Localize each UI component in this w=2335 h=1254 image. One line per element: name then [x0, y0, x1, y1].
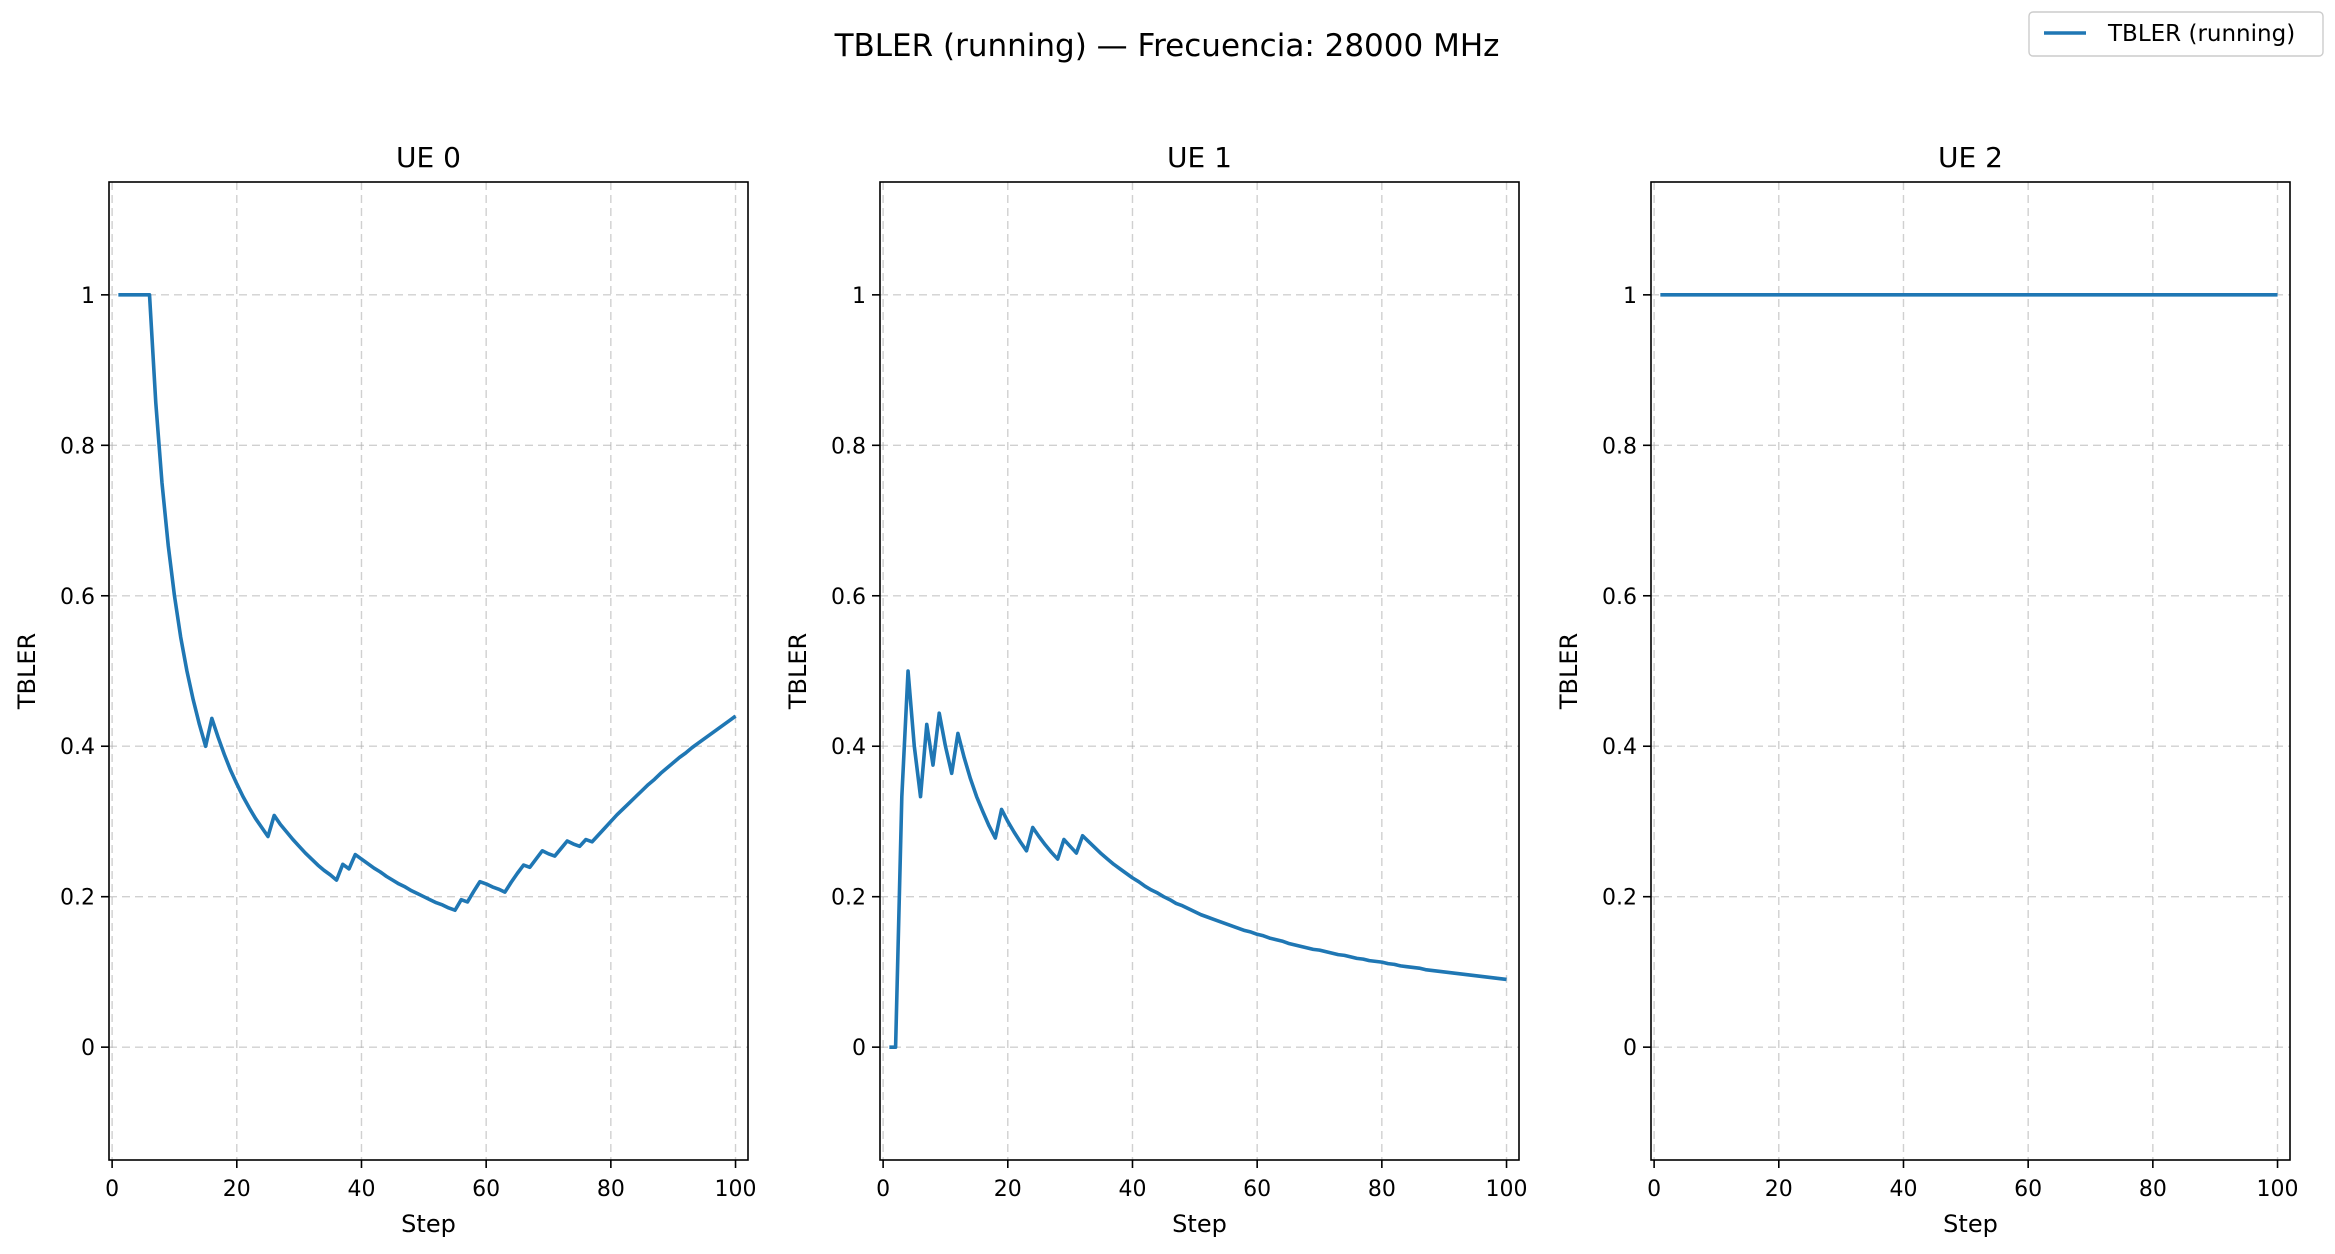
x-axis-label: Step — [1943, 1210, 1998, 1238]
x-tick-label: 0 — [1647, 1177, 1661, 1202]
x-axis-label: Step — [1172, 1210, 1227, 1238]
y-tick-label: 0 — [81, 1036, 95, 1061]
x-tick-label: 40 — [347, 1177, 375, 1202]
y-tick-label: 0.4 — [60, 735, 95, 760]
y-axis-label: TBLER — [13, 633, 41, 710]
x-tick-label: 80 — [2139, 1177, 2167, 1202]
x-tick-label: 20 — [223, 1177, 251, 1202]
y-axis-label: TBLER — [784, 633, 812, 710]
figure-title: TBLER (running) — Frecuencia: 28000 MHz — [834, 28, 1500, 64]
subplot-ue-0: 0 20 40 60 80 100 0 0.2 0.4 0.6 0.8 1 UE 0 Step TBLER — [13, 141, 757, 1238]
x-tick-label: 100 — [2257, 1177, 2299, 1202]
y-tick-label: 0.4 — [831, 735, 866, 760]
axes-frame — [1650, 181, 2291, 1161]
x-tick-label: 40 — [1889, 1177, 1917, 1202]
subplot-ue-1: 0 20 40 60 80 100 0 0.2 0.4 0.6 0.8 1 UE 1 Step TBLER — [784, 141, 1528, 1238]
y-tick-label: 0.4 — [1602, 735, 1637, 760]
subplot-title: UE 1 — [1167, 141, 1232, 174]
y-tick-label: 0 — [1623, 1036, 1637, 1061]
series-line — [118, 293, 737, 913]
x-tick-label: 100 — [1486, 1177, 1528, 1202]
x-tick-label: 40 — [1118, 1177, 1146, 1202]
subplot-ue-2: 0 20 40 60 80 100 0 0.2 0.4 0.6 0.8 1 UE 2 Step TBLER — [1555, 141, 2299, 1238]
x-tick-label: 20 — [994, 1177, 1022, 1202]
legend-box — [2028, 11, 2324, 57]
y-tick-label: 1 — [852, 284, 866, 309]
y-tick-label: 0.2 — [831, 886, 866, 911]
x-tick-label: 100 — [715, 1177, 757, 1202]
legend: TBLER (running) — [2028, 11, 2324, 57]
y-tick-label: 0.8 — [831, 434, 866, 459]
x-tick-label: 20 — [1765, 1177, 1793, 1202]
series-line — [889, 669, 1507, 1049]
y-tick-label: 1 — [1623, 284, 1637, 309]
y-tick-label: 0.2 — [60, 886, 95, 911]
y-tick-label: 0.8 — [1602, 434, 1637, 459]
subplot-title: UE 0 — [396, 141, 461, 174]
y-tick-label: 0.2 — [1602, 886, 1637, 911]
y-tick-label: 1 — [81, 284, 95, 309]
x-tick-label: 80 — [1368, 1177, 1396, 1202]
y-tick-label: 0.6 — [60, 585, 95, 610]
y-tick-label: 0.8 — [60, 434, 95, 459]
x-axis-label: Step — [401, 1210, 456, 1238]
subplot-title: UE 2 — [1938, 141, 2003, 174]
y-tick-label: 0.6 — [831, 585, 866, 610]
legend-label: TBLER (running) — [2107, 21, 2295, 47]
y-axis-label: TBLER — [1555, 633, 1583, 710]
y-tick-label: 0.6 — [1602, 585, 1637, 610]
y-tick-label: 0 — [852, 1036, 866, 1061]
axes-frame — [879, 181, 1520, 1161]
x-tick-label: 60 — [2014, 1177, 2042, 1202]
x-tick-label: 60 — [1243, 1177, 1271, 1202]
x-tick-label: 60 — [472, 1177, 500, 1202]
x-tick-label: 0 — [105, 1177, 119, 1202]
x-tick-label: 80 — [597, 1177, 625, 1202]
x-tick-label: 0 — [876, 1177, 890, 1202]
axes-frame — [108, 181, 749, 1161]
